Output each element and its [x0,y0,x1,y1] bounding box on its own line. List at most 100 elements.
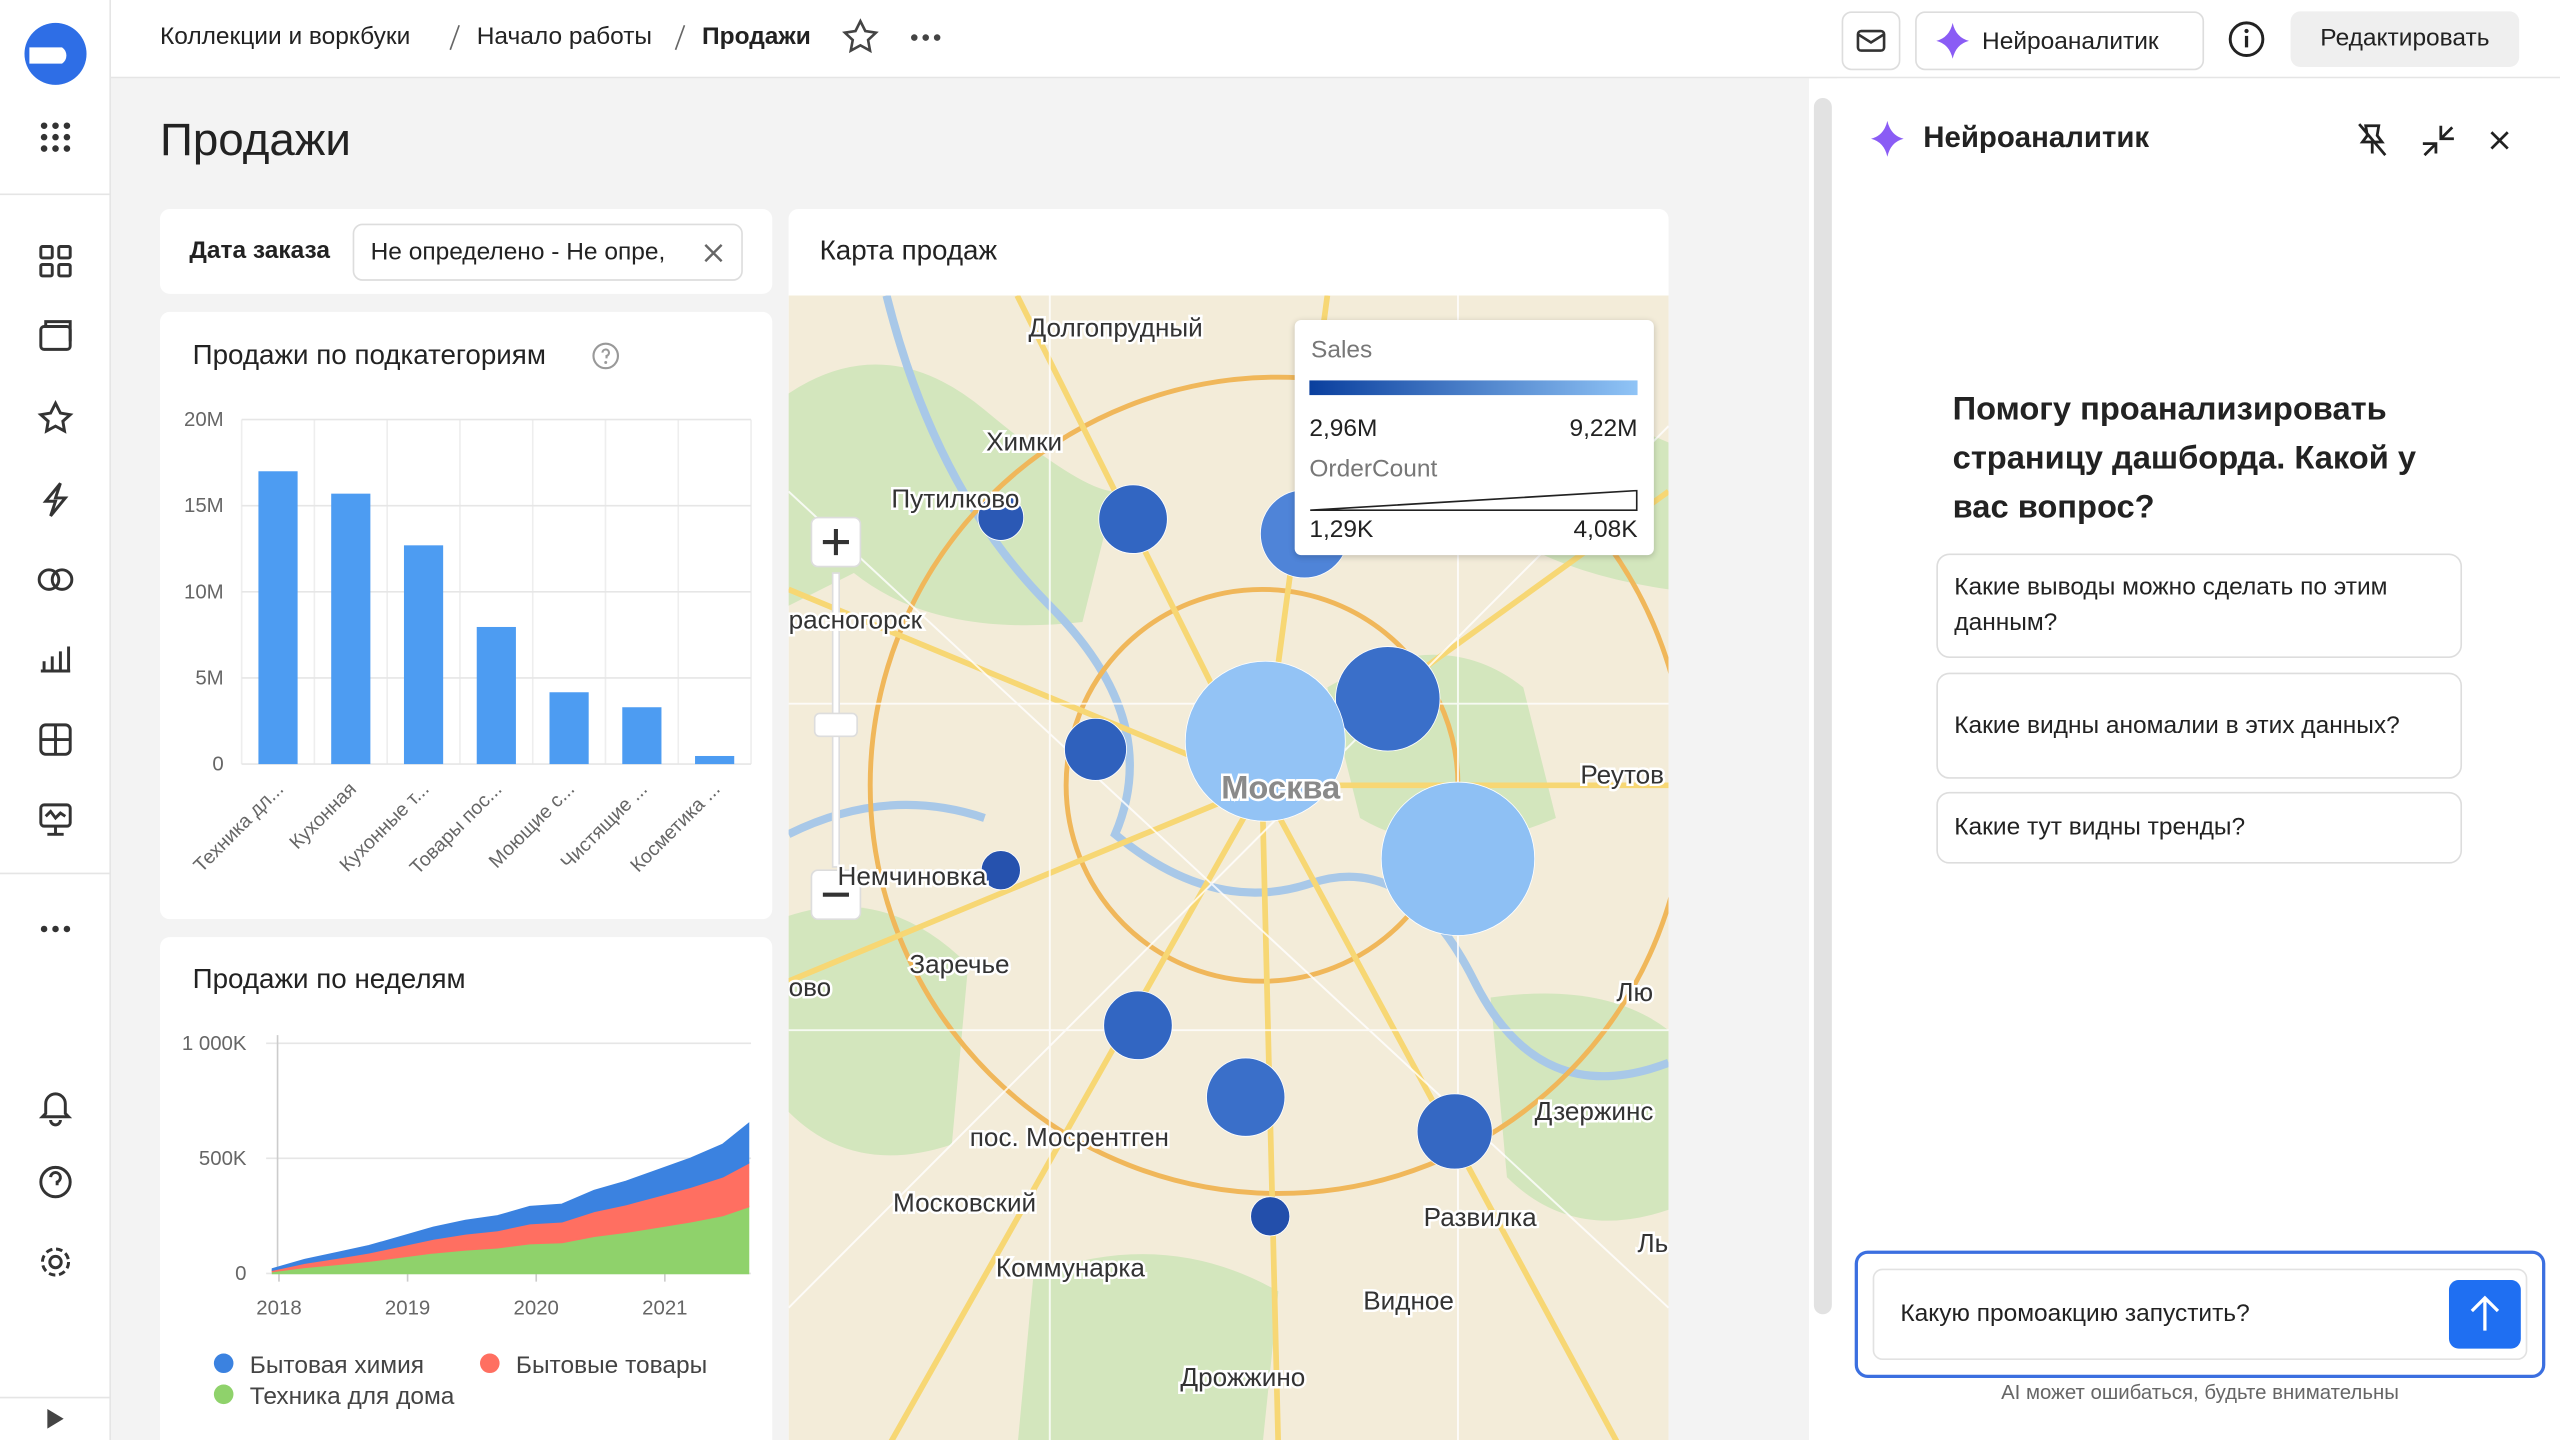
x-tick-label: 2020 [514,1297,559,1319]
y-tick-label: 0 [235,1263,246,1285]
x-tick-label: Кухонная [285,778,360,853]
apps[interactable] [40,122,71,152]
bar [331,493,371,765]
chat-input-frame: Какую промоакцию запустить? [1854,1250,2546,1378]
filter-clear[interactable] [700,240,726,266]
bar [549,692,589,765]
place-labels: Долгопрудный Химки Путилково расногорск Моск… [789,310,1669,1395]
nav-connections[interactable] [42,482,69,517]
send-button[interactable] [2448,1280,2521,1349]
expand-sidebar[interactable] [47,1408,64,1429]
bar [622,707,662,765]
collapse[interactable] [2422,125,2454,157]
chat-input[interactable]: Какую промоакцию запустить? [1872,1268,2528,1360]
sidebar-icons [0,22,112,1429]
place-label: пос. Мосрентген [970,1122,1169,1152]
y-tick-label: 500K [199,1148,247,1170]
zoom-slider[interactable] [813,712,858,738]
nav-datasets[interactable] [37,568,74,591]
breadcrumb[interactable]: Начало работы [476,22,653,51]
y-tick-label: 10M [184,581,224,603]
help[interactable] [39,1165,72,1199]
more-menu[interactable] [911,34,941,41]
logo[interactable] [24,22,87,85]
filter-input[interactable]: Не определено - Не опре, [352,223,743,281]
size-scale [1310,489,1638,512]
place-label: Долгопрудный [1029,312,1203,342]
bar [695,755,735,765]
legend-min: 1,29K [1309,515,1374,544]
nav-reports[interactable] [39,803,72,836]
place-label: ово [789,972,832,1002]
place-label: Лю [1616,977,1653,1007]
bar [258,471,298,765]
legend-max: 4,08K [1573,515,1638,544]
filter-label: Дата заказа [189,236,330,265]
x-tick-label: 2021 [642,1297,687,1319]
edit-button[interactable]: Редактировать [2290,11,2520,67]
nav-dashboards[interactable] [39,723,72,756]
suggestion[interactable]: Какие тут видны тренды? [1936,791,2463,864]
settings[interactable] [40,1247,71,1277]
chat-input-text: Какую промоакцию запустить? [1900,1299,2250,1328]
nav-collections[interactable] [39,245,72,278]
legend-title: Sales [1311,336,1373,365]
y-tick-label: 20M [184,409,224,431]
legend-label: Бытовые товары [516,1352,707,1379]
bar-title: Продажи по подкатегориям [192,339,546,371]
place-label: Заречье [909,949,1009,979]
legend-max: 9,22M [1569,414,1638,443]
assistant-button-label: Нейроаналитик [1982,26,2159,55]
x-tick-label: Техника дл... [190,778,289,877]
place-label: Путилково [891,484,1019,514]
place-label: Немчиновка [838,861,987,891]
place-label: Химки [986,427,1062,457]
y-tick-label: 0 [212,754,223,776]
legend-min: 2,96M [1309,414,1378,443]
y-tick-label: 15M [184,495,224,517]
place-label: Коммунарка [996,1253,1145,1283]
breadcrumb[interactable]: Коллекции и воркбуки [160,22,411,51]
area-title: Продажи по неделям [192,963,466,995]
color-scale [1309,380,1638,396]
bubbles [977,484,1536,1237]
legend-label: Бытовая химия [250,1352,424,1379]
unpin[interactable] [2358,123,2387,156]
place-label: Развилка [1424,1202,1537,1232]
info-button[interactable] [2224,16,2270,62]
bar [476,626,516,765]
favorite-star[interactable] [842,18,879,54]
zoom-control [810,516,862,920]
legend-label: Техника для дома [250,1383,455,1410]
legend-swatch [213,1384,234,1405]
filter-value: Не определено - Не опре, [370,238,666,267]
more[interactable] [40,925,71,933]
assistant-panel [1836,78,2560,1440]
nav-workbooks[interactable] [39,320,72,351]
scrollbar[interactable] [1813,97,1832,1315]
map-widget: Карта продаж [788,208,1669,1440]
suggestion[interactable]: Какие видны аномалии в этих данных? [1936,672,2463,779]
legend-swatch [479,1353,500,1374]
help-icon[interactable] [591,341,624,374]
nav-charts[interactable] [40,646,71,673]
map-title: Карта продаж [819,235,998,267]
mail-button[interactable] [1841,11,1901,71]
notifications[interactable] [38,1092,73,1127]
assistant-button[interactable]: Нейроаналитик [1915,11,2205,71]
place-label: расногорск [789,605,923,635]
sidebar [0,0,112,1440]
area [271,1122,750,1272]
x-tick-label: 2018 [256,1297,301,1319]
filter-widget: Дата заказа Не определено - Не опре, [160,208,773,294]
place-label: Дзержинс [1535,1096,1654,1126]
place-label: Реутов [1580,760,1664,790]
nav-favorites[interactable] [37,399,74,434]
place-label: Московский [893,1187,1036,1217]
y-tick-label: 1 000K [182,1033,247,1055]
suggestion[interactable]: Какие выводы можно сделать по этим данны… [1936,553,2463,658]
legend-swatch [213,1353,234,1374]
close[interactable] [2490,131,2509,150]
